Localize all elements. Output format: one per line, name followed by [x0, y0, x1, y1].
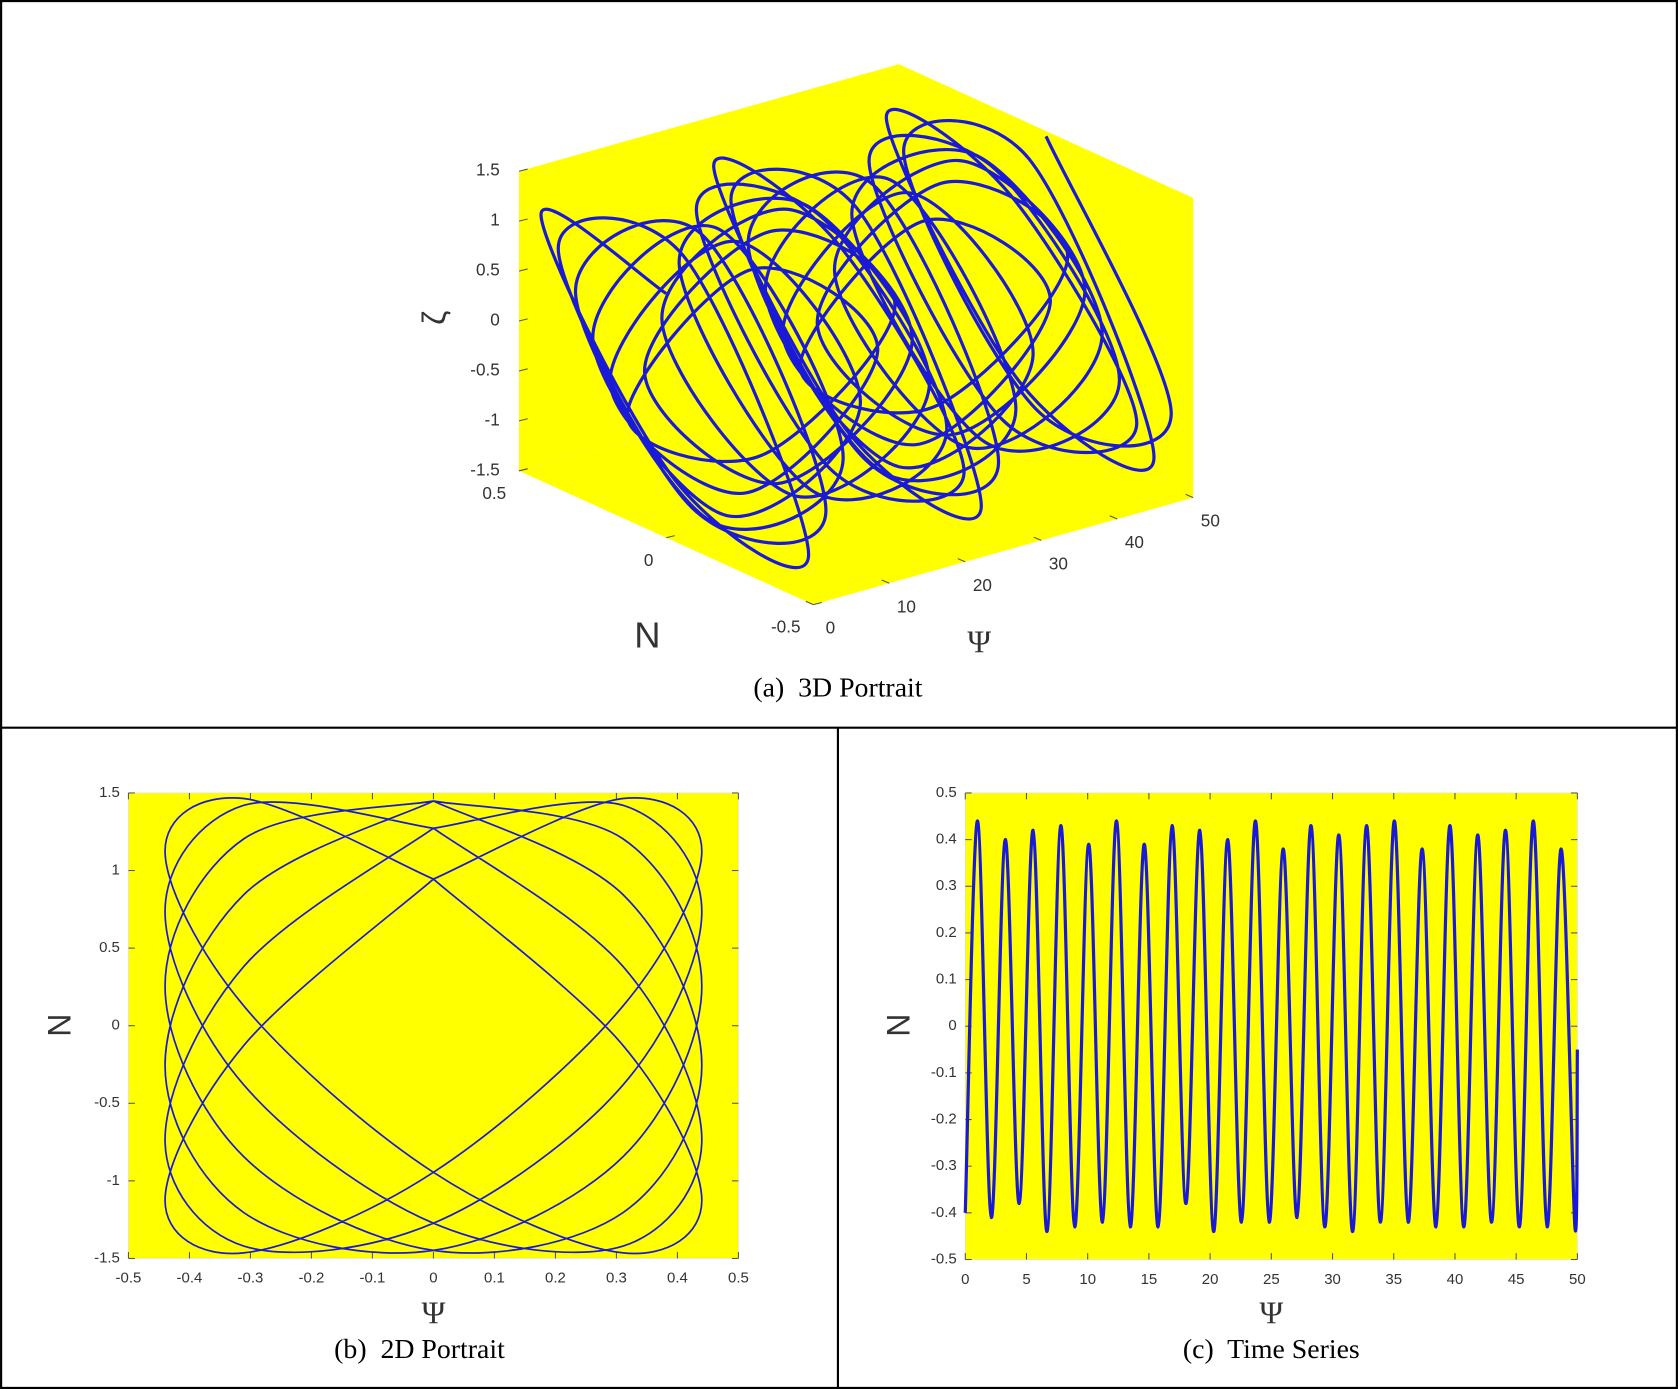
z-axis-label: ζ	[416, 311, 452, 325]
z-tick-label: 1	[490, 211, 500, 230]
z-tick	[518, 218, 528, 222]
x-tick-label: 50	[1201, 512, 1220, 531]
y-axis-label: N	[634, 614, 660, 655]
y-tick-label: -0.1	[931, 1064, 957, 1081]
x-tick-label: 30	[1324, 1271, 1341, 1288]
y-axis-label: N	[42, 1014, 78, 1037]
x-tick-label: 40	[1125, 533, 1144, 552]
x-tick-label: 25	[1263, 1271, 1280, 1288]
y-tick-label: 0	[644, 551, 654, 570]
curve	[164, 797, 703, 1255]
y-tick-label: 0.4	[936, 831, 957, 848]
curve	[539, 107, 1173, 570]
y-tick	[518, 468, 528, 472]
z-tick	[518, 268, 528, 272]
y-tick-label: 0.3	[936, 877, 957, 894]
x-tick	[805, 600, 814, 606]
x-tick-label: 0.3	[606, 1270, 627, 1287]
x-tick-label: -0.5	[116, 1270, 142, 1287]
x-tick-label: 35	[1385, 1271, 1402, 1288]
y-tick	[666, 535, 675, 539]
x-tick	[1033, 536, 1042, 541]
y-tick-label: -0.5	[771, 618, 800, 637]
y-tick-label: 0	[112, 1017, 120, 1034]
x-axis-label: Ψ	[967, 624, 991, 660]
x-tick-label: 15	[1141, 1271, 1158, 1288]
z-tick	[518, 368, 528, 372]
y-tick-label: -0.3	[931, 1157, 957, 1174]
x-tick-label: 0	[826, 619, 836, 638]
curve	[963, 819, 1579, 1234]
x-tick	[1109, 515, 1118, 520]
caption: (c) Time Series	[1183, 1334, 1360, 1365]
x-tick-label: 0	[429, 1270, 437, 1287]
y-tick-label: 0.5	[482, 484, 506, 503]
x-tick-label: 5	[1022, 1271, 1030, 1288]
y-tick-label: 0.5	[936, 784, 957, 801]
y-tick-label: -0.5	[94, 1094, 120, 1111]
y-tick-label: -1.5	[94, 1249, 120, 1266]
x-tick	[881, 579, 890, 584]
x-tick-label: -0.1	[360, 1270, 386, 1287]
y-tick-label: 1	[112, 861, 120, 878]
y-tick-label: 0.2	[936, 924, 957, 941]
caption: (b) 2D Portrait	[334, 1334, 505, 1365]
z-tick-label: -0.5	[470, 360, 499, 379]
x-tick-label: 45	[1508, 1271, 1525, 1288]
z-tick	[518, 418, 528, 422]
x-tick-label: -0.4	[177, 1270, 203, 1287]
x-tick-label: 50	[1569, 1271, 1586, 1288]
x-tick-label: 30	[1049, 555, 1068, 574]
z-tick	[518, 168, 528, 172]
x-tick-label: -0.2	[299, 1270, 325, 1287]
y-tick-label: -1	[107, 1172, 120, 1189]
z-tick-label: -1.5	[470, 460, 499, 479]
z-tick-label: 0.5	[476, 261, 500, 280]
x-tick-label: 0.4	[667, 1270, 688, 1287]
x-tick-label: 0.2	[545, 1270, 566, 1287]
x-tick-label: 10	[897, 597, 916, 616]
y-tick-label: -0.2	[931, 1110, 957, 1127]
y-axis-label: N	[881, 1014, 917, 1037]
y-tick-label: -0.5	[931, 1250, 957, 1267]
floor-pane	[519, 363, 1194, 605]
x-tick	[957, 558, 966, 563]
y-tick-label: 0	[948, 1017, 956, 1034]
plot-area	[128, 792, 739, 1259]
y-tick-label: 0.5	[99, 939, 120, 956]
x-tick-label: 0.5	[728, 1270, 749, 1287]
y-tick-label: -0.4	[931, 1204, 957, 1221]
x-tick-label: 40	[1447, 1271, 1464, 1288]
x-tick-label: 20	[973, 576, 992, 595]
x-tick-label: -0.3	[238, 1270, 264, 1287]
z-tick-label: -1	[485, 410, 500, 429]
y-tick-label: 1.5	[99, 784, 120, 801]
z-tick	[518, 318, 528, 322]
x-axis-label: Ψ	[422, 1295, 446, 1331]
x-tick-label: 10	[1079, 1271, 1096, 1288]
y-tick	[813, 601, 823, 606]
x-axis-label: Ψ	[1259, 1295, 1283, 1331]
z-tick-label: 1.5	[476, 161, 500, 180]
caption: (a) 3D Portrait	[753, 673, 922, 704]
y-tick-label: 0.1	[936, 971, 957, 988]
x-tick-label: 0.1	[484, 1270, 505, 1287]
x-tick-label: 20	[1202, 1271, 1219, 1288]
x-tick	[1185, 493, 1194, 499]
z-tick-label: 0	[490, 311, 500, 330]
x-tick-label: 0	[961, 1271, 969, 1288]
